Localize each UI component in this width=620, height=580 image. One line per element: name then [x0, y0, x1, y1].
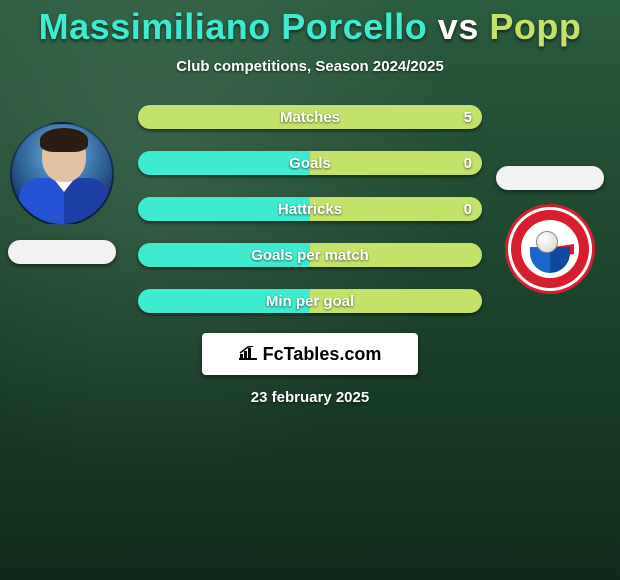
stat-label: Matches — [280, 109, 340, 126]
stat-value-right: 5 — [464, 109, 472, 126]
stat-row: Min per goal — [138, 289, 482, 313]
subtitle: Club competitions, Season 2024/2025 — [176, 58, 444, 75]
title-player1: Massimiliano Porcello — [39, 6, 428, 47]
player1-avatar — [10, 122, 114, 226]
stat-value-right: 0 — [464, 155, 472, 172]
page-title: Massimiliano Porcello vs Popp — [39, 6, 582, 48]
stat-row: Goals per match — [138, 243, 482, 267]
stat-label: Hattricks — [278, 201, 342, 218]
player-right — [496, 166, 604, 294]
title-vs: vs — [438, 6, 479, 47]
comparison-card: Massimiliano Porcello vs Popp Club compe… — [0, 0, 620, 580]
chart-icon — [239, 346, 257, 363]
date: 23 february 2025 — [251, 389, 369, 406]
stat-row: Matches 5 — [138, 105, 482, 129]
watermark-text: FcTables.com — [263, 344, 382, 365]
stat-label: Min per goal — [266, 293, 354, 310]
stats-list: Matches 5 Goals 0 Hattricks 0 Goals per match M… — [138, 105, 482, 313]
stat-label: Goals — [289, 155, 331, 172]
stat-row: Goals 0 — [138, 151, 482, 175]
stat-label: Goals per match — [251, 247, 369, 264]
player2-club-crest — [505, 204, 595, 294]
player2-name-pill — [496, 166, 604, 190]
watermark: FcTables.com — [202, 333, 418, 375]
stat-value-right: 0 — [464, 201, 472, 218]
player1-name-pill — [8, 240, 116, 264]
title-player2: Popp — [489, 6, 581, 47]
player-left — [8, 122, 116, 264]
stat-row: Hattricks 0 — [138, 197, 482, 221]
